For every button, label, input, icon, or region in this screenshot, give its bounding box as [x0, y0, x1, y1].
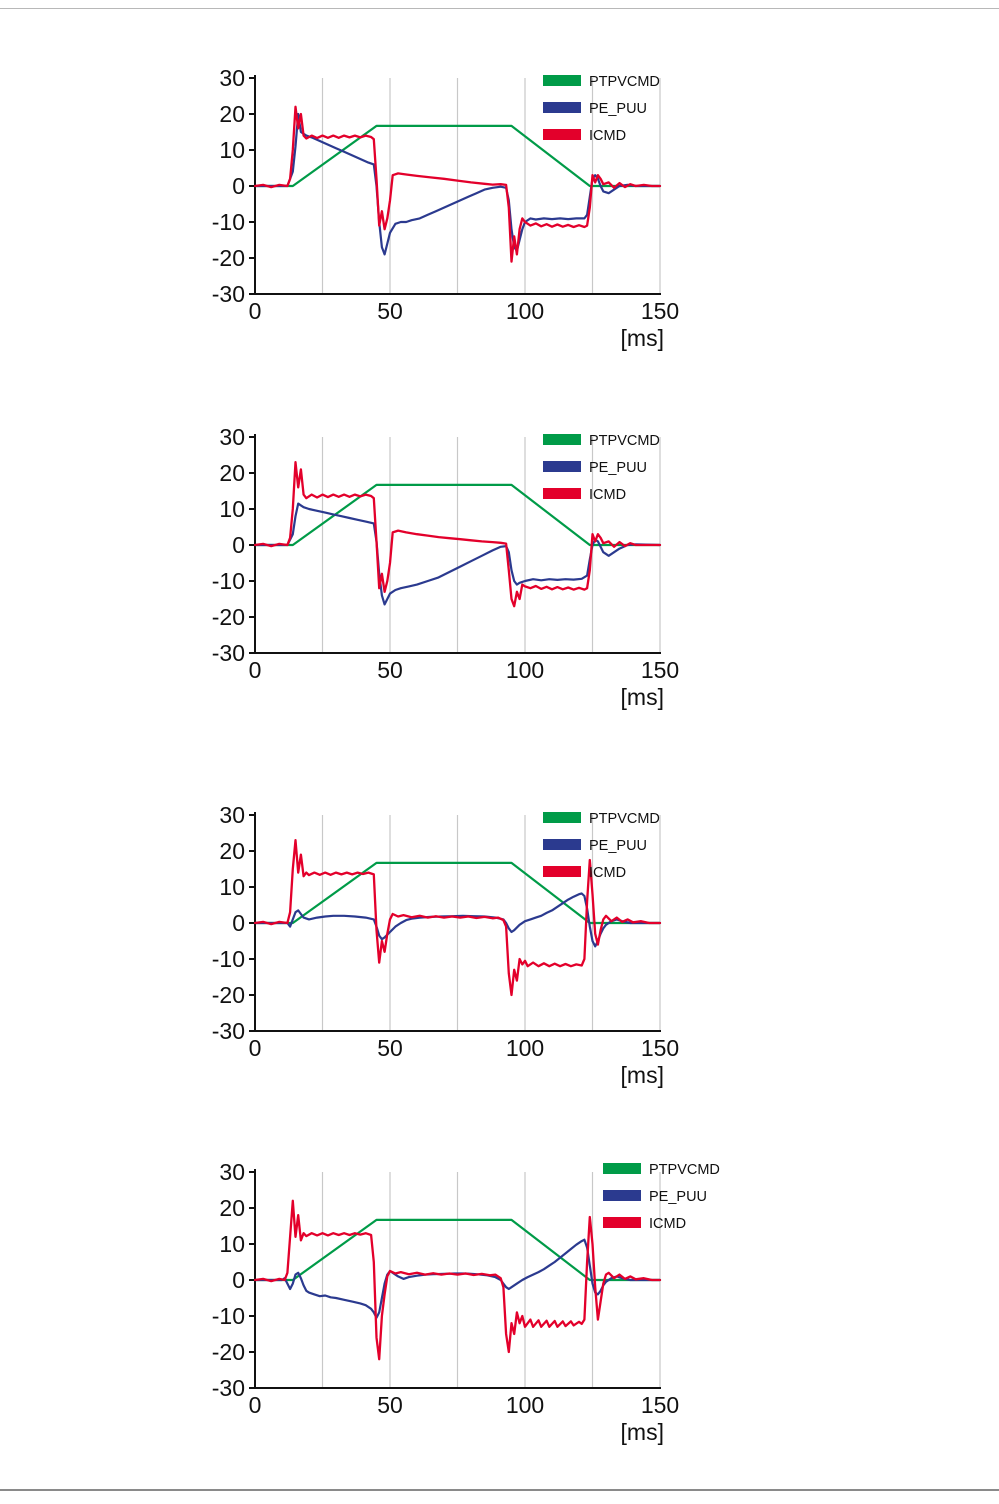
y-tick-label: 30 [219, 802, 245, 828]
chart-1: 30 20 10 0 -10 -20 -30 0 50 100 150 [ms] PTPVCMD PE_P… [190, 62, 750, 362]
legend-label-PTPVCMD: PTPVCMD [589, 811, 660, 827]
legend-label-PE_PUU: PE_PUU [589, 460, 647, 476]
x-tick-label: 50 [377, 657, 403, 683]
legend-label-ICMD: ICMD [649, 1216, 686, 1232]
legend-swatch-ICMD [543, 488, 581, 499]
y-tick-label: 10 [219, 137, 245, 163]
x-tick-label: 100 [506, 298, 544, 324]
legend-swatch-PE_PUU [543, 839, 581, 850]
y-tick-label: -10 [212, 1303, 245, 1329]
y-tick-label: 30 [219, 424, 245, 450]
x-tick-label: 100 [506, 1392, 544, 1418]
x-tick-label: 50 [377, 1392, 403, 1418]
legend-swatch-PTPVCMD [543, 812, 581, 823]
y-tick-label: 10 [219, 874, 245, 900]
legend-label-PE_PUU: PE_PUU [649, 1189, 707, 1205]
y-tick-label: 0 [232, 1267, 245, 1293]
chart-2: 30 20 10 0 -10 -20 -30 0 50 100 150 [ms] PTPVCMD PE_P… [190, 421, 750, 721]
y-tick-label: -20 [212, 245, 245, 271]
legend-swatch-ICMD [603, 1217, 641, 1228]
chart-4: 30 20 10 0 -10 -20 -30 0 50 100 150 [ms] PTPVCMD PE_P… [190, 1156, 750, 1456]
x-tick-label: 100 [506, 1035, 544, 1061]
legend-swatch-PE_PUU [543, 102, 581, 113]
y-tick-label: -10 [212, 946, 245, 972]
x-tick-label: 150 [641, 298, 679, 324]
legend-swatch-ICMD [543, 129, 581, 140]
y-tick-label: -30 [212, 1018, 245, 1044]
legend-label-PTPVCMD: PTPVCMD [589, 433, 660, 449]
y-tick-label: 20 [219, 460, 245, 486]
y-tick-label: -30 [212, 1375, 245, 1401]
y-tick-label: 10 [219, 1231, 245, 1257]
x-axis-unit-label: [ms] [621, 684, 664, 710]
x-tick-label: 0 [249, 1392, 262, 1418]
y-tick-label: -30 [212, 640, 245, 666]
legend-label-PE_PUU: PE_PUU [589, 838, 647, 854]
legend-swatch-PE_PUU [603, 1190, 641, 1201]
y-tick-label: 30 [219, 65, 245, 91]
legend-swatch-ICMD [543, 866, 581, 877]
legend-label-ICMD: ICMD [589, 128, 626, 144]
page-border-bottom [0, 1489, 999, 1491]
y-tick-label: -20 [212, 982, 245, 1008]
x-tick-label: 50 [377, 1035, 403, 1061]
legend-label-ICMD: ICMD [589, 487, 626, 503]
y-tick-label: 30 [219, 1159, 245, 1185]
y-tick-label: 20 [219, 1195, 245, 1221]
y-tick-label: 20 [219, 101, 245, 127]
x-axis-unit-label: [ms] [621, 325, 664, 351]
x-tick-label: 0 [249, 298, 262, 324]
y-tick-label: 0 [232, 173, 245, 199]
legend-swatch-PTPVCMD [543, 75, 581, 86]
legend-label-PTPVCMD: PTPVCMD [589, 74, 660, 90]
series-line-ICMD [253, 105, 662, 263]
x-tick-label: 50 [377, 298, 403, 324]
y-tick-label: -20 [212, 604, 245, 630]
legend-swatch-PTPVCMD [543, 434, 581, 445]
series-line-ICMD [253, 1199, 662, 1361]
x-tick-label: 100 [506, 657, 544, 683]
x-tick-label: 150 [641, 1392, 679, 1418]
x-axis-unit-label: [ms] [621, 1419, 664, 1445]
page-border-top [0, 8, 999, 9]
legend-label-ICMD: ICMD [589, 865, 626, 881]
x-tick-label: 0 [249, 1035, 262, 1061]
x-tick-label: 150 [641, 1035, 679, 1061]
series-line-ICMD [253, 461, 662, 608]
legend-swatch-PTPVCMD [603, 1163, 641, 1174]
y-tick-label: 0 [232, 532, 245, 558]
y-tick-label: 0 [232, 910, 245, 936]
y-tick-label: 10 [219, 496, 245, 522]
y-tick-label: -10 [212, 209, 245, 235]
y-tick-label: 20 [219, 838, 245, 864]
chart-3: 30 20 10 0 -10 -20 -30 0 50 100 150 [ms] PTPVCMD PE_P… [190, 799, 750, 1099]
y-tick-label: -30 [212, 281, 245, 307]
legend-label-PTPVCMD: PTPVCMD [649, 1162, 720, 1178]
y-tick-label: -20 [212, 1339, 245, 1365]
series-line-ICMD [253, 839, 662, 997]
x-tick-label: 150 [641, 657, 679, 683]
legend-label-PE_PUU: PE_PUU [589, 101, 647, 117]
x-axis-unit-label: [ms] [621, 1062, 664, 1088]
x-tick-label: 0 [249, 657, 262, 683]
y-tick-label: -10 [212, 568, 245, 594]
legend-swatch-PE_PUU [543, 461, 581, 472]
